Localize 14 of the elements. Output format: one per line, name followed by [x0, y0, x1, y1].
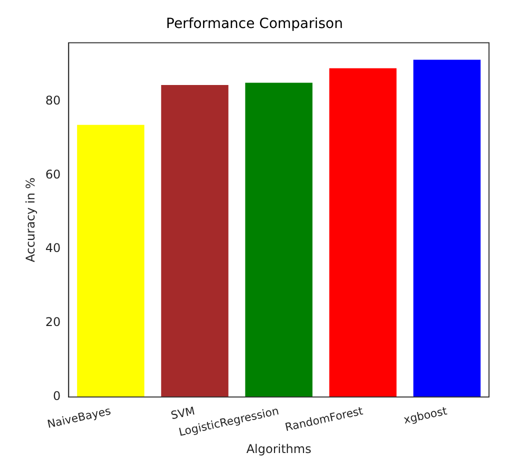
bar [77, 124, 144, 397]
y-tick-label: 60 [45, 167, 61, 182]
chart-title: Performance Comparison [166, 16, 343, 32]
bar [245, 82, 312, 397]
bar [161, 84, 228, 397]
bar [329, 68, 397, 397]
y-tick-label: 40 [45, 241, 61, 256]
y-tick-label: 0 [53, 389, 61, 404]
bar [413, 60, 481, 397]
y-tick-label: 20 [45, 315, 61, 330]
x-axis-title: Algorithms [246, 442, 312, 456]
y-tick-label: 80 [45, 93, 61, 108]
y-axis-title: Accuracy in % [23, 177, 38, 262]
x-tick-label: xgboost [402, 404, 449, 426]
